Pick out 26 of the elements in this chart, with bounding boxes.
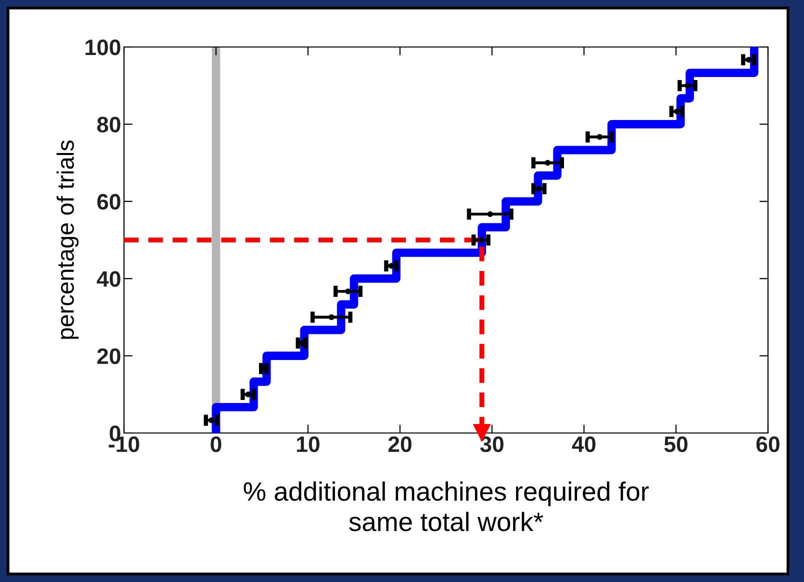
y-tick-label: 60 — [97, 194, 120, 210]
x-tick-label: 20 — [388, 436, 412, 452]
point — [345, 288, 351, 294]
y-tick-label: 40 — [96, 271, 120, 287]
x-tick-label: 10 — [297, 436, 320, 452]
point — [746, 56, 752, 63]
point — [208, 417, 214, 424]
y-tick-label: 100 — [86, 40, 120, 56]
point — [478, 237, 484, 243]
y-tick-label: 20 — [97, 348, 120, 364]
point — [245, 392, 252, 398]
point — [544, 160, 551, 166]
y-axis-title: percentage of trials — [56, 140, 79, 339]
point — [536, 186, 542, 192]
y-tick-label: 80 — [97, 116, 120, 132]
point — [684, 82, 690, 88]
x-tick-label: 30 — [480, 436, 504, 452]
x-tick-label: 60 — [756, 436, 780, 452]
point — [596, 134, 603, 140]
x-tick-label: 0 — [210, 436, 222, 452]
point — [674, 108, 680, 114]
point — [487, 211, 494, 218]
x-tick-label: 50 — [664, 436, 688, 452]
x-axis-title: % additional machines required for same total work* — [244, 481, 649, 532]
point — [328, 314, 334, 320]
x-tick-label: 40 — [572, 436, 596, 452]
